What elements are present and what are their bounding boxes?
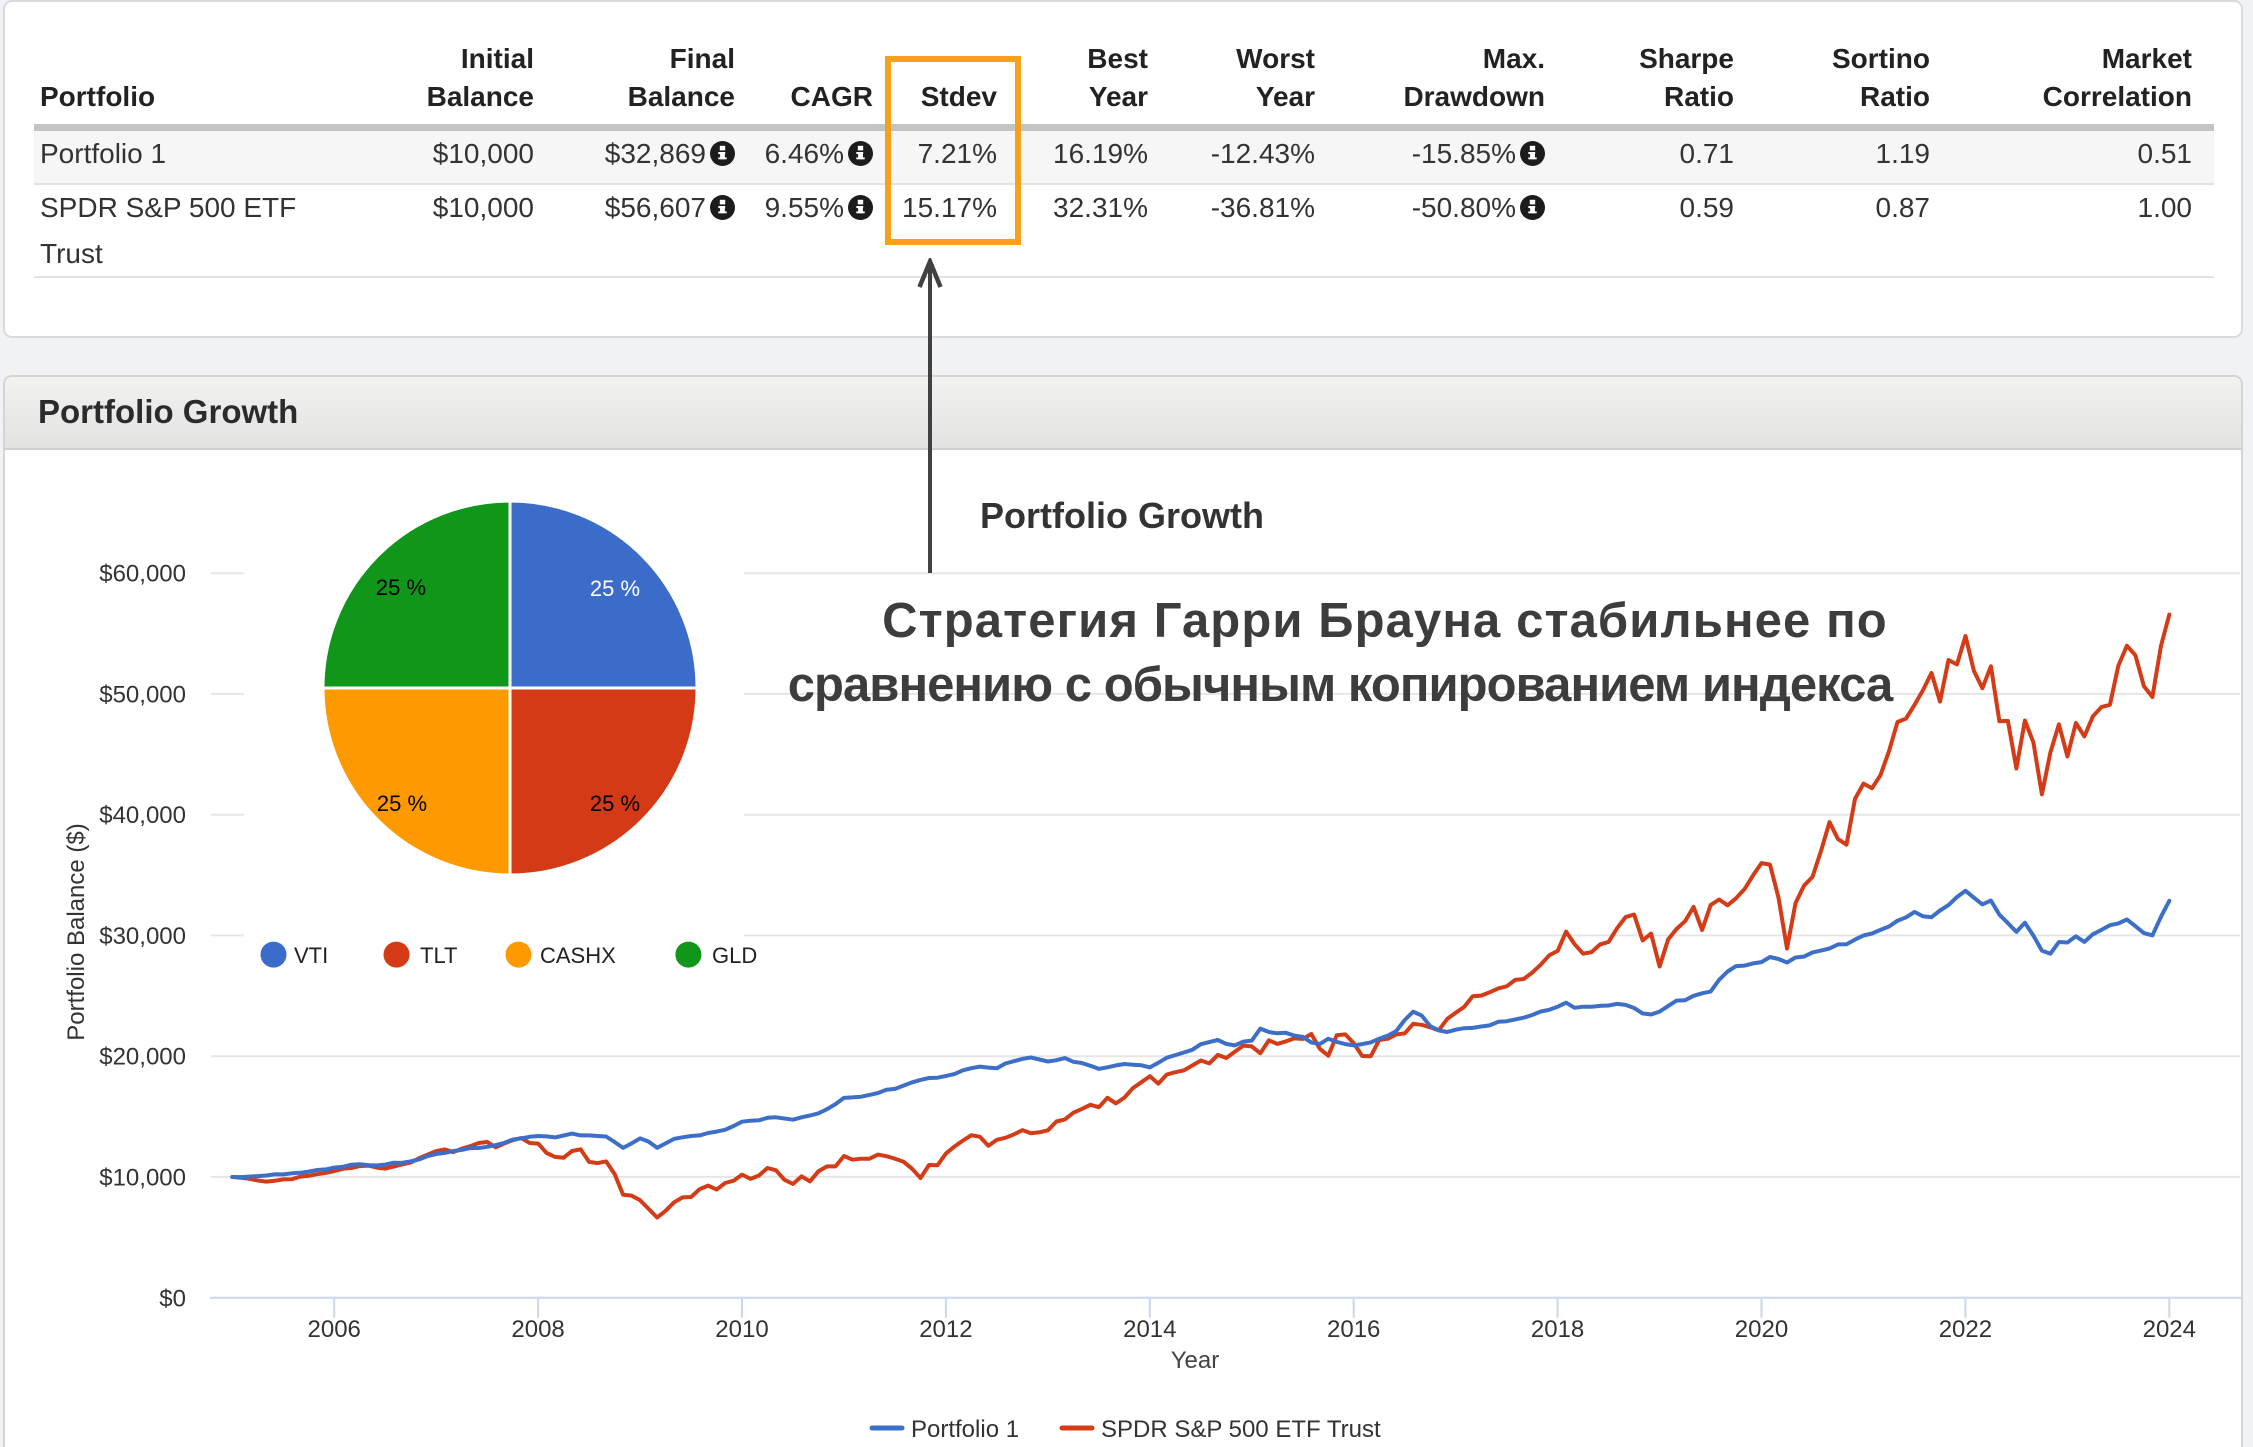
svg-text:25 %: 25 % (376, 575, 426, 600)
svg-text:GLD: GLD (712, 943, 757, 968)
svg-text:SPDR S&P 500 ETF Trust: SPDR S&P 500 ETF Trust (1101, 1416, 1381, 1443)
svg-text:Year: Year (1171, 1347, 1220, 1374)
svg-text:Стратегия Гарри Брауна стабиль: Стратегия Гарри Брауна стабильнее по (882, 594, 1888, 648)
svg-text:$40,000: $40,000 (99, 802, 186, 829)
svg-text:$50,000: $50,000 (99, 681, 186, 708)
svg-text:25 %: 25 % (590, 791, 640, 816)
svg-text:2016: 2016 (1327, 1316, 1380, 1343)
svg-text:2022: 2022 (1939, 1316, 1992, 1343)
svg-text:$20,000: $20,000 (99, 1044, 186, 1071)
svg-text:2006: 2006 (308, 1316, 361, 1343)
svg-text:$10,000: $10,000 (99, 1164, 186, 1191)
svg-text:Portfolio 1: Portfolio 1 (911, 1416, 1019, 1443)
svg-text:$60,000: $60,000 (99, 561, 186, 588)
svg-text:TLT: TLT (420, 943, 457, 968)
svg-text:25 %: 25 % (590, 576, 640, 601)
svg-text:2008: 2008 (511, 1316, 564, 1343)
svg-text:$0: $0 (159, 1285, 186, 1312)
svg-text:VTI: VTI (294, 943, 328, 968)
svg-text:2020: 2020 (1735, 1316, 1788, 1343)
svg-text:2010: 2010 (715, 1316, 768, 1343)
svg-text:2014: 2014 (1123, 1316, 1176, 1343)
svg-text:Portfolio Balance ($): Portfolio Balance ($) (63, 823, 90, 1040)
svg-text:2012: 2012 (919, 1316, 972, 1343)
svg-text:2018: 2018 (1531, 1316, 1584, 1343)
svg-text:25 %: 25 % (377, 791, 427, 816)
svg-text:сравнению с обычным копировани: сравнению с обычным копированием индекса (788, 658, 1894, 712)
svg-text:$30,000: $30,000 (99, 923, 186, 950)
svg-text:2024: 2024 (2143, 1316, 2196, 1343)
svg-text:Portfolio Growth: Portfolio Growth (980, 495, 1264, 536)
svg-text:CASHX: CASHX (540, 943, 616, 968)
